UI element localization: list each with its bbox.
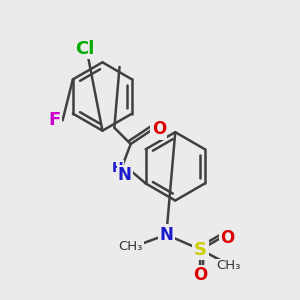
Text: CH₃: CH₃ xyxy=(217,260,241,272)
Text: H: H xyxy=(112,161,123,175)
Text: O: O xyxy=(193,266,207,284)
Text: N: N xyxy=(159,226,173,244)
Text: O: O xyxy=(220,229,234,247)
Text: F: F xyxy=(48,111,60,129)
Text: CH₃: CH₃ xyxy=(118,240,143,253)
Text: Cl: Cl xyxy=(75,40,94,58)
Text: N: N xyxy=(118,166,132,184)
Text: S: S xyxy=(194,241,207,259)
Text: O: O xyxy=(152,120,166,138)
